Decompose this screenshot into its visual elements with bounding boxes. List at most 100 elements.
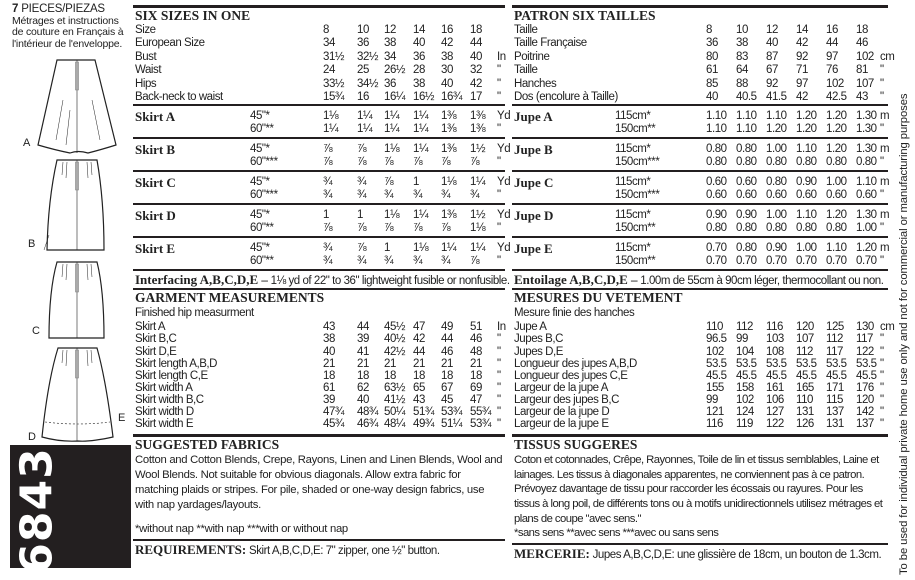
french-column: PATRON SIX TAILLES Taille 8 10 12 14 16 18 Taill… <box>512 5 895 563</box>
size-value: 1⅜ <box>441 209 457 222</box>
size-value: ¾ <box>357 189 367 202</box>
fabrics-title: TISSUS SUGGERES <box>514 437 638 453</box>
size-value: 16¼ <box>384 90 406 103</box>
size-value: ⅞ <box>357 143 367 156</box>
yardage-row: Jupe E 115cm* 0.70 0.80 0.90 1.00 1.10 1.20 m <box>512 242 890 255</box>
size-value: 43 <box>413 393 425 406</box>
rule <box>512 269 888 272</box>
size-value: ⅞ <box>413 222 423 235</box>
size-value: 0.80 <box>826 156 847 169</box>
french-note-3: l'intérieur de l'enveloppe. <box>12 37 123 50</box>
rule <box>512 5 888 8</box>
yardage-group: Skirt B 45"* ⅞ ⅞ 1⅛ 1¼ 1⅜ 1½ Yd 60"*** ⅞ ⅞ ⅞ ⅞ ⅞ ⅞ " <box>133 139 511 170</box>
size-value: 1.30 <box>856 110 877 123</box>
disclaimer: To be used for individual private home u… <box>898 93 910 575</box>
size-value: 18 <box>470 369 482 382</box>
yardage-row: Skirt D 45"* 1 1 1⅛ 1¼ 1⅜ 1½ Yd <box>133 209 511 222</box>
view-label-d: D <box>28 431 36 443</box>
size-value: 39 <box>357 333 369 346</box>
yardage-group: Jupe A 115cm* 1.10 1.10 1.10 1.20 1.20 1.30 m 150… <box>512 106 890 137</box>
size-value: 0.80 <box>736 222 757 235</box>
size-value: 127 <box>766 406 784 418</box>
fabric-width: 45"* <box>250 242 270 255</box>
size-value: 45¾ <box>323 418 345 431</box>
size-value: 0.80 <box>736 242 757 255</box>
size-value: 53.5 <box>736 357 757 370</box>
size-value: 1.10 <box>706 110 727 123</box>
size-value: 96.5 <box>706 333 727 346</box>
yardage-row: Jupe D 115cm* 0.90 0.90 1.00 1.10 1.20 1.30 m <box>512 209 890 222</box>
size-value: 34½ <box>357 77 379 90</box>
size-value: 42 <box>413 333 425 346</box>
size-value: 45.5 <box>856 369 877 382</box>
garment-row: Skirt width A 61 62 63½ 65 67 69 " <box>133 382 505 394</box>
unit: In <box>497 321 506 334</box>
row-label: Largeur de la jupe D <box>514 406 610 418</box>
size-value: 8 <box>323 24 329 36</box>
fabric-width: 60"*** <box>250 189 278 202</box>
yardage-row: 60"*** ¾ ¾ ¾ ¾ ¾ ¾ " <box>133 189 505 202</box>
row-label: Taille Française <box>514 37 587 50</box>
skirt-de-drawing <box>41 347 114 442</box>
size-value: 30 <box>441 64 453 77</box>
unit: " <box>497 333 501 346</box>
fabric-width: 60"** <box>250 255 274 268</box>
size-value: 1.10 <box>826 242 847 255</box>
requirements: REQUIREMENTS: Skirt A,B,C,D,E: 7" zipper… <box>133 541 505 559</box>
size-value: 53.5 <box>856 357 877 370</box>
size-value: 36 <box>413 50 425 63</box>
size-value: 55¾ <box>470 406 492 418</box>
unit <box>880 24 894 37</box>
size-value: 43 <box>323 321 335 334</box>
size-value: 0.70 <box>796 255 817 268</box>
size-value: 53.5 <box>766 357 787 370</box>
size-value: ¾ <box>357 255 367 268</box>
size-value: 61 <box>323 381 335 394</box>
size-value: 14 <box>796 24 808 36</box>
interfacing: Interfacing A,B,C,D,E – 1⅛ yd of 22" to … <box>133 271 510 288</box>
unit: " <box>880 418 884 431</box>
size-value: 0.60 <box>736 189 757 202</box>
fabrics-text: Coton et cotonnades, Crêpe, Rayonnes, To… <box>514 454 883 525</box>
size-value: 40.5 <box>736 90 757 103</box>
fabric-width: 60"** <box>250 222 274 235</box>
size-value: 126 <box>796 418 814 431</box>
pieces-info: 7 PIECES/PIEZAS Métrages et instructions… <box>12 3 124 50</box>
size-value: 0.60 <box>736 176 757 189</box>
size-row: Taille Française 36 38 40 42 44 46 <box>512 37 888 50</box>
unit: " <box>497 369 501 382</box>
size-value: 16 <box>441 24 453 36</box>
unit: Yd <box>497 242 511 255</box>
size-value: ⅞ <box>357 156 367 169</box>
size-value: 158 <box>736 381 754 394</box>
blank <box>135 222 250 235</box>
yardage-row: Skirt A 45"* 1⅛ 1¼ 1¼ 1¼ 1⅜ 1⅜ Yd <box>133 110 511 123</box>
size-value: 51¼ <box>441 418 463 431</box>
size-value: 42½ <box>384 345 406 358</box>
size-value: 1.10 <box>736 123 757 136</box>
size-value: 1¼ <box>441 242 457 255</box>
fabric-width: 60"*** <box>250 156 278 169</box>
size-value: 21 <box>470 357 482 370</box>
garment-subtitle: Finished hip measurment <box>135 307 254 320</box>
english-column: SIX SIZES IN ONE Size 8 10 12 14 16 18 European … <box>133 5 511 559</box>
size-value: 142 <box>856 406 874 418</box>
size-value: 92 <box>766 77 778 90</box>
unit: Yd <box>497 176 511 189</box>
skirt-c-drawing <box>48 261 105 339</box>
row-label: Skirt D,E <box>135 345 177 358</box>
size-value: 99 <box>736 333 748 346</box>
yardage-group: Skirt D 45"* 1 1 1⅛ 1¼ 1⅜ 1½ Yd 60"** ⅞ ⅞ ⅞ ⅞ ⅞ 1⅛ " <box>133 205 511 236</box>
size-value: 10 <box>736 24 748 36</box>
garment-title: MESURES DU VETEMENT <box>514 290 683 306</box>
garment-row: Skirt A 43 44 45½ 47 49 51 In <box>133 321 506 334</box>
size-value: 120 <box>796 321 814 334</box>
size-value: 0.60 <box>796 189 817 202</box>
size-value: 155 <box>706 381 724 394</box>
size-value: 40 <box>413 37 425 50</box>
size-value: 76 <box>826 64 838 77</box>
size-value: ⅞ <box>470 156 480 169</box>
blank <box>514 189 615 202</box>
row-label: Size <box>135 24 156 36</box>
size-value: 44 <box>357 321 369 334</box>
